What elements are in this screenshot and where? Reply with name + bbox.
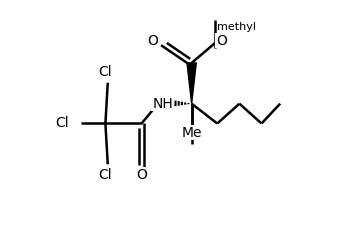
Text: NH: NH: [152, 97, 173, 111]
Text: Cl: Cl: [99, 168, 112, 182]
Text: Me: Me: [181, 126, 202, 140]
Text: O: O: [136, 168, 147, 182]
Text: methyl: methyl: [217, 22, 256, 32]
Text: O: O: [216, 34, 227, 48]
Text: Cl: Cl: [99, 65, 112, 79]
Text: Cl: Cl: [56, 116, 69, 130]
Text: O: O: [147, 34, 158, 48]
Polygon shape: [187, 63, 196, 104]
